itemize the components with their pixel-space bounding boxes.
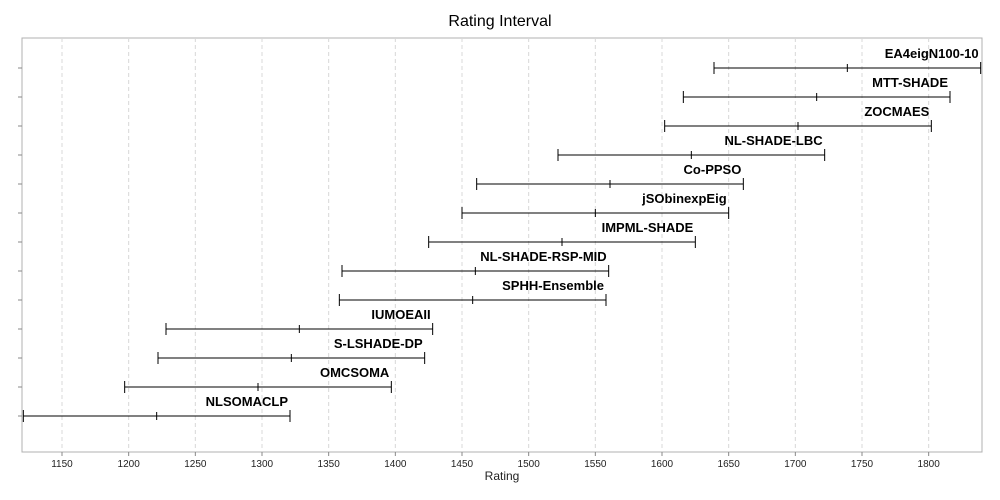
x-tick-label: 1700 bbox=[784, 459, 807, 470]
x-tick-label: 1500 bbox=[518, 459, 541, 470]
interval-row: jSObinexpEig bbox=[461, 191, 730, 219]
plot-area bbox=[21, 37, 983, 453]
interval-row: NLSOMACLP bbox=[22, 394, 291, 422]
x-tick-label: 1450 bbox=[451, 459, 474, 470]
interval-label: jSObinexpEig bbox=[641, 191, 727, 206]
x-tick-label: 1800 bbox=[918, 459, 941, 470]
interval-label: IUMOEAII bbox=[371, 307, 430, 322]
interval-label: ZOCMAES bbox=[864, 104, 929, 119]
interval-label: Co-PPSO bbox=[684, 162, 742, 177]
x-tick-label: 1300 bbox=[251, 459, 274, 470]
interval-label: NL-SHADE-RSP-MID bbox=[480, 249, 606, 264]
x-axis: 1150 1200 1250 1300 1350 1400 1450 1500 1550 1600… bbox=[51, 452, 940, 470]
x-tick-label: 1250 bbox=[184, 459, 207, 470]
x-tick-label: 1650 bbox=[718, 459, 741, 470]
x-tick-label: 1200 bbox=[118, 459, 141, 470]
interval-label: OMCSOMA bbox=[320, 365, 390, 380]
x-tick-label: 1400 bbox=[384, 459, 407, 470]
interval-row: S-LSHADE-DP bbox=[157, 336, 426, 364]
interval-row: IMPML-SHADE bbox=[428, 220, 696, 248]
x-tick-label: 1550 bbox=[584, 459, 607, 470]
interval-row: IUMOEAII bbox=[165, 307, 434, 335]
interval-row: MTT-SHADE bbox=[682, 75, 951, 103]
grid-lines bbox=[61, 38, 930, 452]
interval-row: NL-SHADE-RSP-MID bbox=[341, 249, 610, 277]
x-tick-label: 1750 bbox=[851, 459, 874, 470]
interval-row: Co-PPSO bbox=[476, 162, 744, 190]
chart-title: Rating Interval bbox=[448, 13, 551, 30]
x-tick-label: 1600 bbox=[651, 459, 674, 470]
x-tick-label: 1350 bbox=[318, 459, 341, 470]
interval-label: IMPML-SHADE bbox=[602, 220, 694, 235]
interval-label: MTT-SHADE bbox=[872, 75, 948, 90]
interval-series: EA4eigN100-10 MTT-SHADE ZOCMAES NL-SHADE-LB… bbox=[22, 46, 982, 422]
y-ticks bbox=[18, 67, 22, 417]
interval-label: NLSOMACLP bbox=[206, 394, 289, 409]
x-axis-label: Rating bbox=[485, 469, 520, 483]
interval-label: SPHH-Ensemble bbox=[502, 278, 604, 293]
interval-row: NL-SHADE-LBC bbox=[557, 133, 826, 161]
interval-label: EA4eigN100-10 bbox=[885, 46, 979, 61]
interval-row: EA4eigN100-10 bbox=[713, 46, 982, 74]
interval-label: NL-SHADE-LBC bbox=[724, 133, 823, 148]
x-tick-label: 1150 bbox=[51, 459, 73, 470]
interval-label: S-LSHADE-DP bbox=[334, 336, 423, 351]
interval-row: ZOCMAES bbox=[664, 104, 932, 132]
interval-row: OMCSOMA bbox=[124, 365, 392, 393]
interval-row: SPHH-Ensemble bbox=[338, 278, 607, 306]
